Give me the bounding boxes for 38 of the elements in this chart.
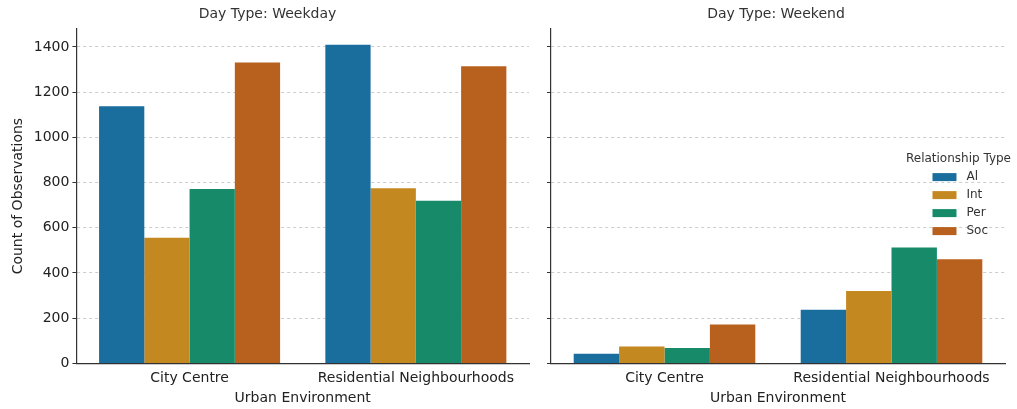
y-tick-label: 1200 [33,82,70,99]
bar [664,348,710,363]
bar [370,188,416,363]
y-tick-label: 200 [42,308,70,325]
bar [99,106,145,363]
bar [619,346,665,363]
y-tick-label: 0 [60,354,70,371]
bar [461,66,507,363]
x-tick-label: Residential Neighbourhoods [317,369,515,386]
y-tick-label: 1000 [33,127,70,144]
legend-title: Relationship Type [905,151,1012,166]
bar [325,44,371,363]
y-tick-label: 800 [42,173,70,190]
chart-title: Day Type: Weekend [707,5,845,22]
legend-label: Int [966,187,983,202]
y-tick-label: 600 [42,218,70,235]
bar [846,291,892,363]
x-tick-label: Residential Neighbourhoods [793,369,990,386]
chart-title: Day Type: Weekday [198,5,337,22]
bar [709,324,756,363]
bar [189,189,235,363]
legend-label: Al [966,169,979,184]
bar [234,62,281,363]
bar [144,237,190,363]
x-axis-title: Urban Environment [709,389,847,406]
y-tick-label: 400 [42,263,70,280]
bar [800,309,847,363]
bar [891,247,937,363]
y-tick-label: 1400 [33,37,70,54]
legend-label: Soc [966,223,989,238]
y-axis-title: Count of Observations [9,117,26,275]
x-tick-label: City Centre [150,369,229,386]
bar [415,200,462,363]
bar [573,353,620,363]
legend-label: Per [966,205,986,220]
x-axis-title: Urban Environment [234,389,372,406]
bar [936,259,983,363]
x-tick-label: City Centre [625,369,704,386]
